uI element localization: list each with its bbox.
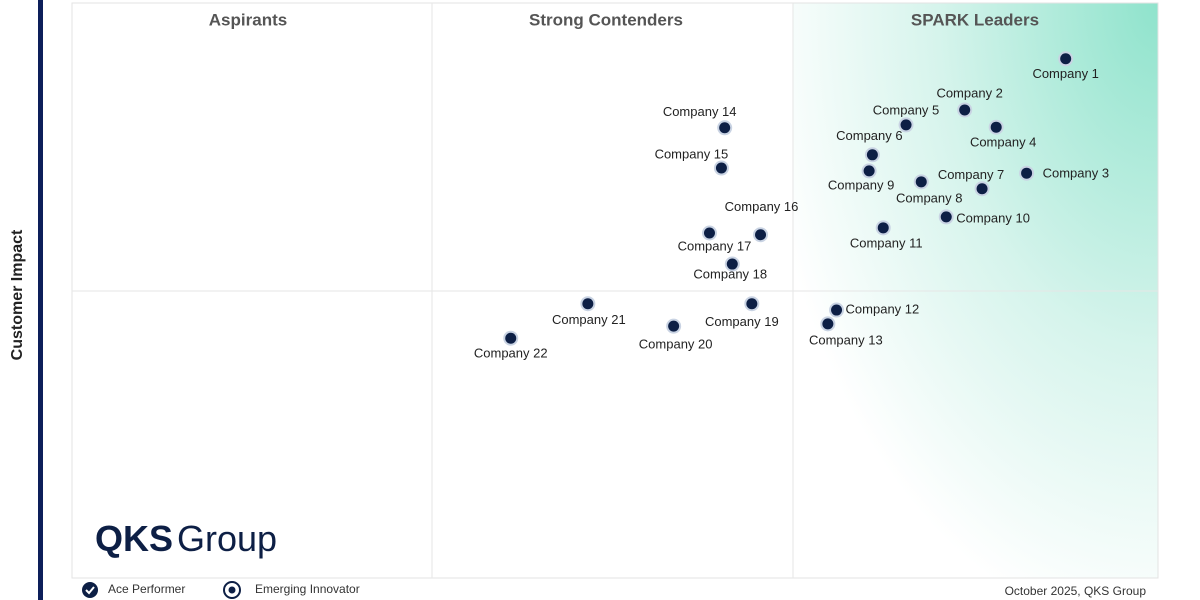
legend-icon	[85, 586, 95, 595]
point	[940, 211, 952, 223]
y-axis-label: Customer Impact	[9, 229, 26, 360]
axis-bar	[38, 0, 43, 600]
point	[719, 122, 731, 134]
footer: October 2025, QKS Group	[1005, 584, 1147, 598]
point	[582, 298, 594, 310]
legend-icon	[228, 586, 236, 594]
point-label: Company 4	[970, 135, 1036, 150]
point-label: Company 20	[639, 337, 713, 352]
point-label: Company 14	[663, 104, 737, 119]
point-label: Company 8	[896, 190, 962, 205]
logo: QKS Group	[95, 518, 277, 559]
point	[726, 258, 738, 270]
point-label: Company 19	[705, 314, 779, 329]
point-label: Company 17	[678, 238, 752, 253]
point-label: Company 2	[936, 85, 1002, 100]
point	[703, 227, 715, 239]
quadrant-label: Strong Contenders	[529, 10, 683, 29]
point-label: Company 6	[836, 128, 902, 143]
point	[831, 304, 843, 316]
point-label: Company 1	[1032, 66, 1098, 81]
point	[900, 119, 912, 131]
point	[715, 162, 727, 174]
point-label: Company 3	[1043, 166, 1109, 181]
point-label: Company 15	[655, 146, 729, 161]
point	[755, 229, 767, 241]
quadrant-label: Aspirants	[209, 10, 287, 29]
point	[505, 332, 517, 344]
point	[990, 121, 1002, 133]
point-label: Company 16	[725, 199, 799, 214]
point-label: Company 7	[938, 167, 1004, 182]
point	[746, 298, 758, 310]
point-label: Company 18	[693, 266, 767, 281]
point	[863, 165, 875, 177]
point-label: Company 13	[809, 332, 883, 347]
logo-light: Group	[177, 518, 277, 559]
point	[976, 183, 988, 195]
point	[668, 320, 680, 332]
point-label: Company 11	[850, 235, 923, 250]
point	[915, 176, 927, 188]
legend-icon	[82, 582, 98, 598]
point-label: Company 21	[552, 312, 626, 327]
point-label: Company 10	[956, 210, 1030, 225]
point	[877, 222, 889, 234]
logo-bold: QKS	[95, 518, 173, 559]
point	[866, 149, 878, 161]
point	[959, 104, 971, 116]
point-label: Company 5	[873, 102, 939, 117]
point	[1021, 167, 1033, 179]
points: Company 1 Company 2 Company 3 Company 4 Comp…	[474, 51, 1109, 361]
point	[1060, 53, 1072, 65]
legend-label: Ace Performer	[108, 582, 185, 596]
point-label: Company 12	[846, 301, 920, 316]
quadrant-label: SPARK Leaders	[911, 10, 1039, 29]
legend-label: Emerging Innovator	[255, 582, 360, 596]
point-label: Company 22	[474, 346, 548, 361]
point	[822, 318, 834, 330]
point-label: Company 9	[828, 177, 894, 192]
